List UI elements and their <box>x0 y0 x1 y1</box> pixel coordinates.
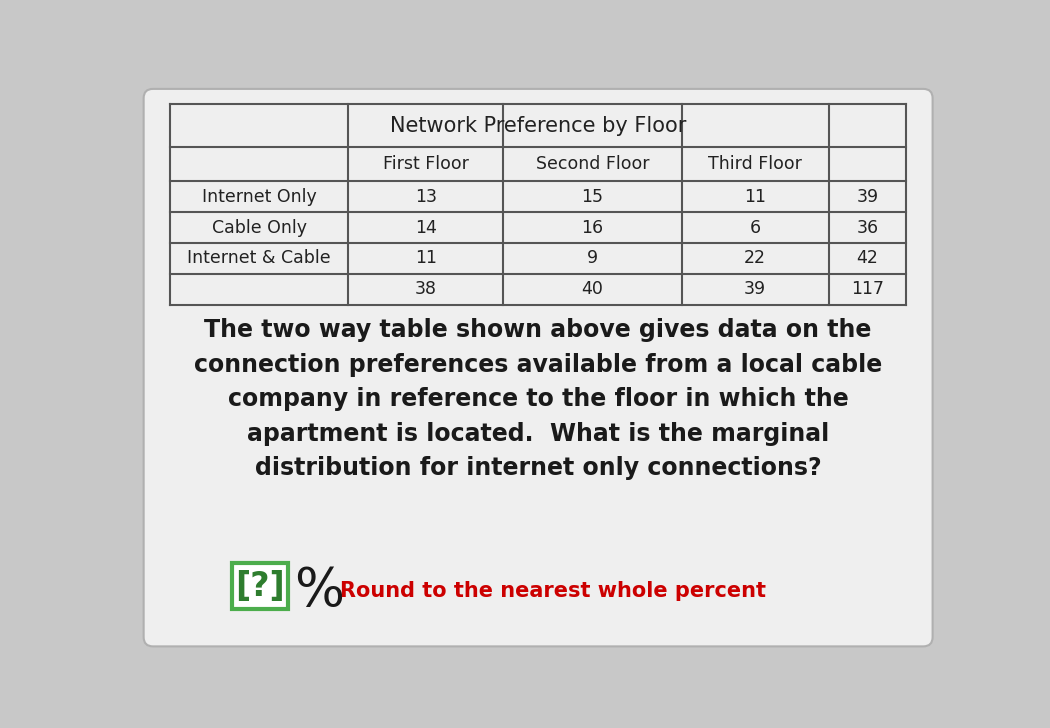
Text: 16: 16 <box>582 218 604 237</box>
Text: 39: 39 <box>857 188 879 206</box>
Text: 15: 15 <box>582 188 604 206</box>
Text: First Floor: First Floor <box>383 155 468 173</box>
Text: 42: 42 <box>857 249 879 267</box>
Text: Cable Only: Cable Only <box>212 218 307 237</box>
Text: Network Preference by Floor: Network Preference by Floor <box>390 116 687 136</box>
Text: Third Floor: Third Floor <box>708 155 802 173</box>
Text: [?]: [?] <box>235 570 285 603</box>
Text: 14: 14 <box>415 218 437 237</box>
Text: 117: 117 <box>850 280 884 298</box>
Text: 9: 9 <box>587 249 597 267</box>
Text: 6: 6 <box>750 218 760 237</box>
Text: Second Floor: Second Floor <box>536 155 649 173</box>
Text: %: % <box>294 565 344 617</box>
Text: 13: 13 <box>415 188 437 206</box>
Text: Round to the nearest whole percent: Round to the nearest whole percent <box>340 581 766 601</box>
Text: 11: 11 <box>744 188 766 206</box>
Text: 39: 39 <box>744 280 766 298</box>
FancyBboxPatch shape <box>144 89 932 646</box>
Text: 38: 38 <box>415 280 437 298</box>
Text: 36: 36 <box>857 218 879 237</box>
Text: The two way table shown above gives data on the
connection preferences available: The two way table shown above gives data… <box>194 318 882 480</box>
Text: 40: 40 <box>582 280 604 298</box>
Text: Internet Only: Internet Only <box>202 188 316 206</box>
Text: 11: 11 <box>415 249 437 267</box>
Text: Internet & Cable: Internet & Cable <box>187 249 331 267</box>
Text: 22: 22 <box>744 249 766 267</box>
FancyBboxPatch shape <box>232 563 288 609</box>
